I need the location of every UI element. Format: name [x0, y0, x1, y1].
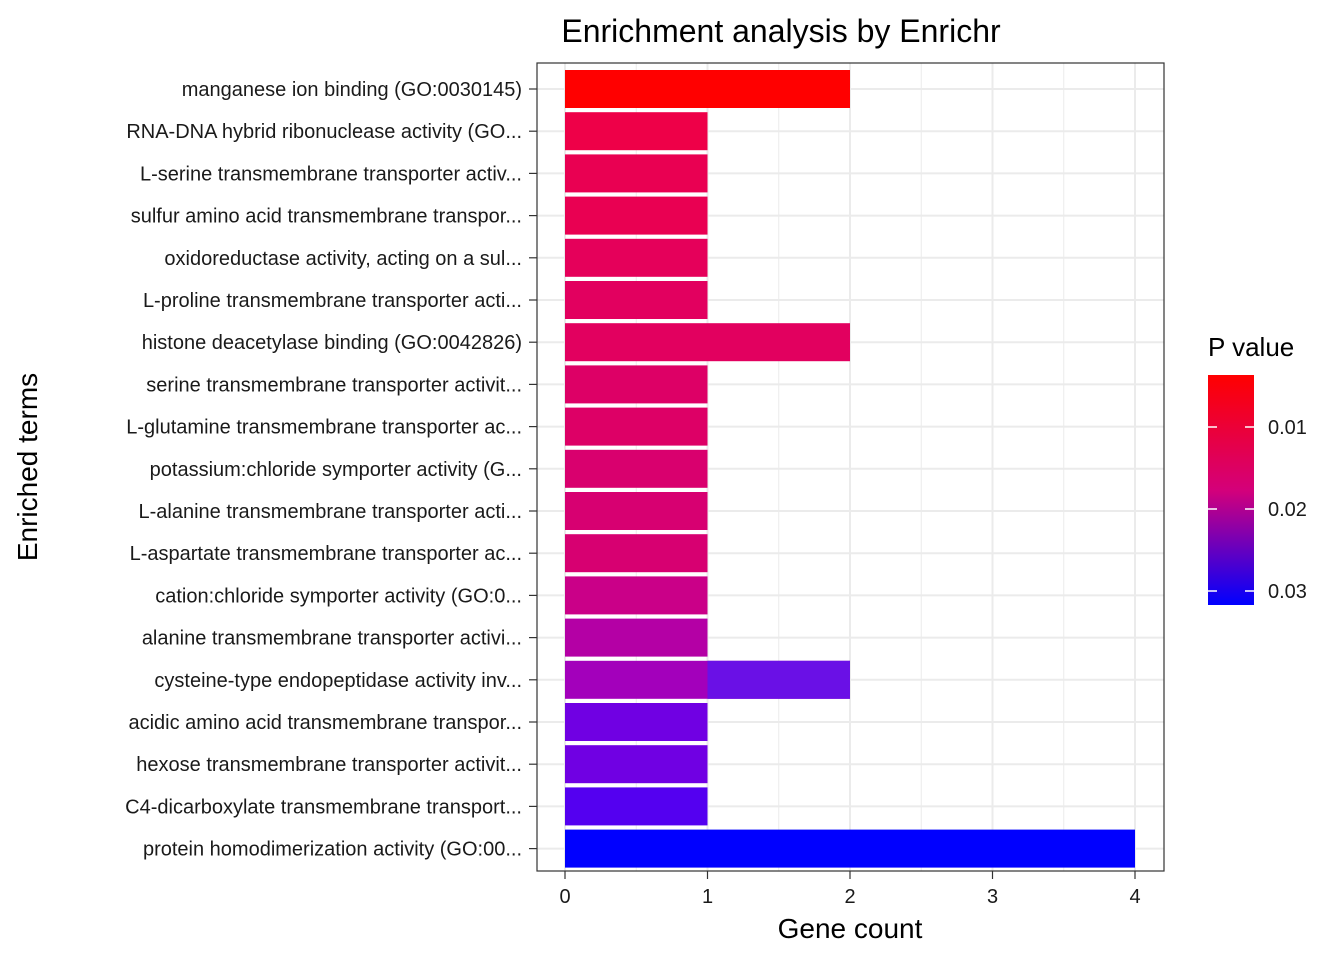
bar	[565, 238, 708, 277]
bar	[565, 829, 1135, 868]
y-tick-label: serine transmembrane transporter activit…	[146, 374, 522, 396]
y-tick-label: hexose transmembrane transporter activit…	[136, 754, 522, 776]
plot-panel	[536, 62, 1165, 872]
legend-ticks: 0.01 0.02 0.03	[1208, 417, 1307, 603]
bar	[565, 787, 708, 826]
bar	[565, 112, 708, 151]
bar	[565, 449, 708, 488]
y-tick-label: L-glutamine transmembrane transporter ac…	[126, 417, 522, 439]
bar	[565, 407, 708, 446]
x-tick-label: 4	[1129, 886, 1140, 908]
y-tick-label: cysteine-type endopeptidase activity inv…	[154, 670, 522, 692]
x-tick-label: 1	[702, 886, 713, 908]
bar	[565, 534, 708, 573]
bar	[565, 618, 708, 657]
legend: P value 0.01 0.02 0.03	[1208, 332, 1307, 605]
bar	[565, 281, 708, 319]
y-tick-label: protein homodimerization activity (GO:00…	[143, 839, 522, 861]
bar	[565, 196, 708, 235]
y-tick-label: acidic amino acid transmembrane transpor…	[128, 712, 522, 734]
x-tick-label: 0	[559, 886, 570, 908]
legend-colorbar	[1208, 375, 1254, 605]
x-tick-label: 2	[844, 886, 855, 908]
x-axis: 0 1 2 3 4	[559, 871, 1141, 908]
bar	[565, 70, 850, 108]
bar	[565, 323, 850, 362]
bar	[565, 576, 708, 615]
y-tick-label: alanine transmembrane transporter activi…	[142, 628, 522, 650]
legend-label: 0.01	[1268, 417, 1307, 439]
y-tick-label: potassium:chloride symporter activity (G…	[150, 459, 522, 481]
bar	[565, 154, 708, 193]
y-tick-label: manganese ion binding (GO:0030145)	[182, 79, 522, 101]
bar	[565, 703, 708, 741]
legend-title: P value	[1208, 332, 1294, 362]
y-tick-label: L-aspartate transmembrane transporter ac…	[130, 543, 522, 565]
y-tick-label: oxidoreductase activity, acting on a sul…	[164, 248, 522, 270]
bar-segment	[707, 660, 850, 699]
x-tick-label: 3	[987, 886, 998, 908]
x-axis-title: Gene count	[778, 913, 923, 944]
bars	[565, 70, 1135, 868]
y-tick-label: cation:chloride symporter activity (GO:0…	[155, 585, 522, 607]
y-tick-label: L-proline transmembrane transporter acti…	[143, 290, 522, 312]
legend-label: 0.02	[1268, 499, 1307, 521]
y-tick-label: histone deacetylase binding (GO:0042826)	[142, 332, 522, 354]
y-tick-label: RNA-DNA hybrid ribonuclease activity (GO…	[126, 121, 522, 143]
y-tick-label: L-alanine transmembrane transporter acti…	[138, 501, 522, 523]
bar	[565, 745, 708, 784]
y-axis: manganese ion binding (GO:0030145) RNA-DN…	[125, 79, 537, 861]
y-tick-label: L-serine transmembrane transporter activ…	[140, 163, 522, 185]
bar	[565, 365, 708, 404]
y-tick-label: C4-dicarboxylate transmembrane transport…	[125, 796, 522, 818]
y-tick-label: sulfur amino acid transmembrane transpor…	[131, 206, 522, 228]
y-axis-title: Enriched terms	[12, 373, 43, 561]
legend-label: 0.03	[1268, 581, 1307, 603]
chart-title: Enrichment analysis by Enrichr	[561, 13, 1001, 49]
bar	[565, 492, 708, 530]
